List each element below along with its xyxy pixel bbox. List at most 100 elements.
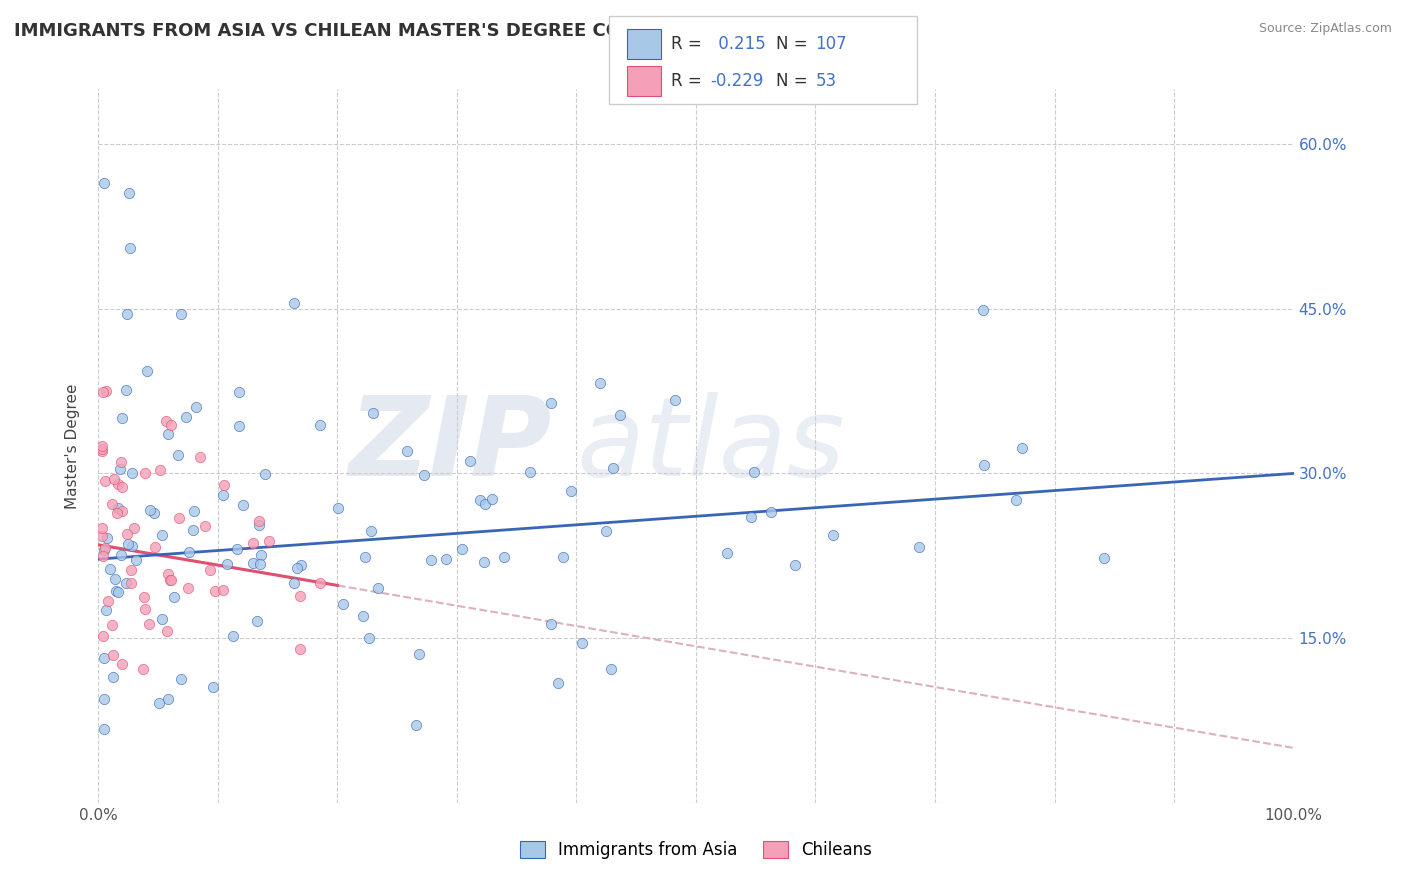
Point [571, 636, 593, 650]
Point [436, 552, 458, 566]
Point [285, 561, 308, 575]
Point [103, 670, 125, 684]
Point [363, 406, 385, 420]
Point [156, 426, 179, 441]
Point [257, 534, 280, 549]
Point [167, 511, 190, 525]
Point [163, 590, 186, 604]
Point [101, 497, 124, 511]
Point [290, 558, 312, 572]
Point [560, 483, 582, 498]
Text: -0.229: -0.229 [710, 72, 763, 90]
Point [93, 543, 115, 558]
Point [183, 504, 205, 518]
Point [93, 650, 115, 665]
Point [253, 467, 276, 481]
Point [492, 550, 515, 565]
Point [177, 545, 200, 559]
Point [215, 557, 238, 571]
Point [785, 558, 807, 572]
Point [290, 589, 312, 603]
Point [91, 444, 114, 458]
Point [288, 642, 311, 657]
Point [117, 537, 139, 551]
Point [107, 477, 129, 491]
Text: atlas: atlas [576, 392, 845, 500]
Point [200, 563, 222, 577]
Point [595, 524, 617, 538]
Point [540, 616, 562, 631]
Point [332, 597, 354, 611]
Point [120, 575, 142, 590]
Point [408, 647, 430, 661]
Point [472, 555, 495, 569]
Point [352, 609, 374, 624]
Point [716, 546, 738, 560]
Point [111, 411, 134, 425]
Point [105, 506, 128, 520]
Point [94, 474, 117, 488]
Point [481, 491, 503, 506]
Point [242, 535, 264, 549]
Point [152, 612, 174, 626]
Point [150, 528, 173, 542]
Point [249, 557, 271, 571]
Point [138, 502, 160, 516]
Point [91, 385, 114, 400]
Point [451, 541, 474, 556]
Point [973, 458, 995, 472]
Text: 0.215: 0.215 [713, 35, 766, 53]
Point [107, 585, 129, 599]
Point [159, 573, 181, 587]
Point [413, 468, 436, 483]
Point [121, 466, 143, 480]
Point [247, 514, 270, 528]
Point [104, 573, 127, 587]
Point [540, 396, 562, 410]
Y-axis label: Master's Degree: Master's Degree [65, 384, 80, 508]
Point [551, 550, 574, 565]
Point [357, 631, 380, 645]
Point [170, 307, 193, 321]
Legend: Immigrants from Asia, Chileans: Immigrants from Asia, Chileans [513, 834, 879, 866]
Point [94, 384, 117, 398]
Point [115, 527, 138, 541]
Point [460, 454, 482, 468]
Point [91, 442, 114, 456]
Point [190, 450, 212, 464]
Point [177, 581, 200, 595]
Point [124, 521, 146, 535]
Text: IMMIGRANTS FROM ASIA VS CHILEAN MASTER'S DEGREE CORRELATION CHART: IMMIGRANTS FROM ASIA VS CHILEAN MASTER'S… [14, 22, 807, 40]
Point [115, 383, 138, 397]
Point [134, 602, 156, 616]
Point [93, 176, 115, 190]
Point [104, 584, 127, 599]
Point [148, 463, 170, 477]
Point [740, 510, 762, 524]
Point [93, 541, 115, 555]
Point [101, 617, 124, 632]
Point [309, 575, 332, 590]
Point [110, 462, 132, 476]
Text: N =: N = [776, 72, 807, 90]
Point [118, 186, 141, 201]
Point [468, 493, 491, 508]
Point [222, 629, 245, 643]
Text: R =: R = [671, 72, 702, 90]
Text: ZIP: ZIP [349, 392, 553, 500]
Text: 107: 107 [815, 35, 846, 53]
Point [589, 376, 612, 391]
Point [96, 603, 118, 617]
Point [93, 692, 115, 706]
Point [91, 628, 114, 642]
Point [156, 624, 179, 638]
Point [226, 542, 249, 557]
Point [157, 567, 180, 582]
Point [115, 307, 138, 321]
Point [246, 614, 269, 628]
Point [148, 696, 170, 710]
Point [599, 662, 621, 676]
Point [96, 531, 118, 545]
Point [91, 439, 114, 453]
Point [212, 488, 235, 502]
